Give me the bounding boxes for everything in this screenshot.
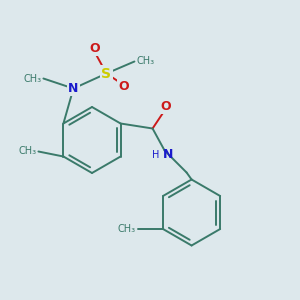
Text: O: O <box>160 100 171 113</box>
Text: O: O <box>118 80 129 93</box>
Text: CH₃: CH₃ <box>18 146 36 157</box>
Text: CH₃: CH₃ <box>136 56 154 67</box>
Text: N: N <box>68 82 79 95</box>
Text: H: H <box>152 149 160 160</box>
Text: CH₃: CH₃ <box>118 224 136 234</box>
Text: CH₃: CH₃ <box>23 74 41 83</box>
Text: N: N <box>163 148 173 161</box>
Text: O: O <box>89 42 100 55</box>
Text: S: S <box>101 67 111 80</box>
